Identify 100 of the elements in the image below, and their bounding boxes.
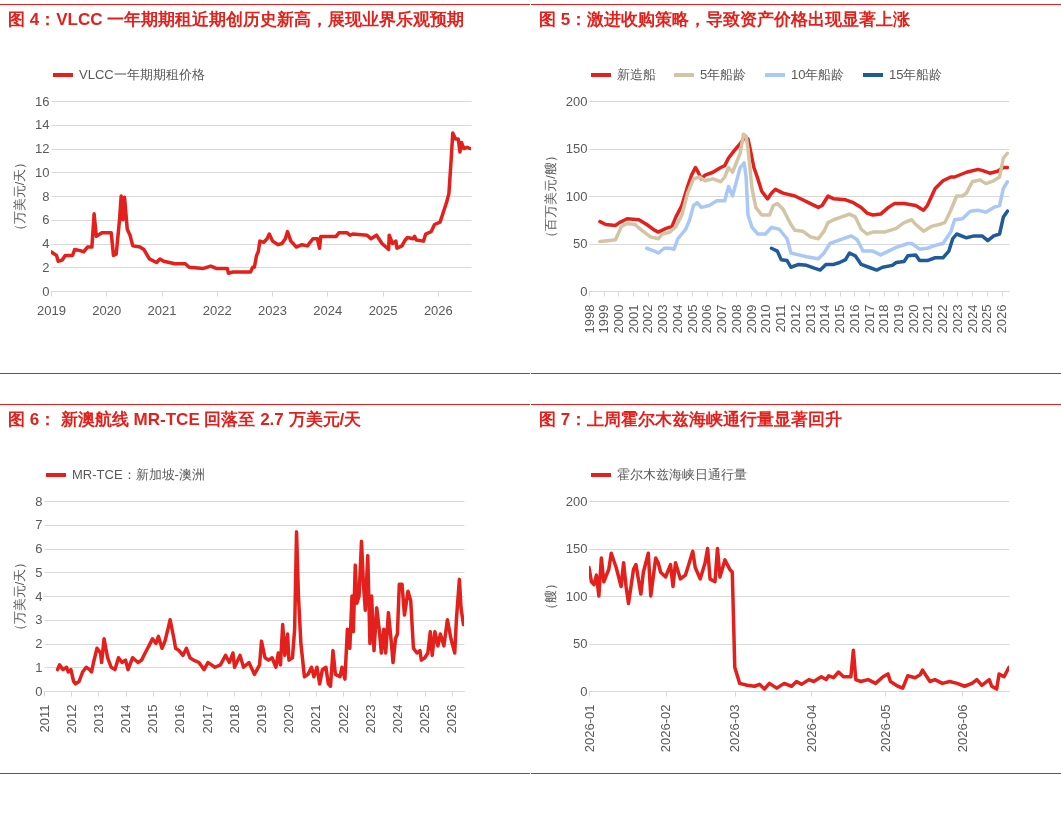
x-tick-label: 2024 (313, 302, 343, 318)
legend-label: 5年船龄 (700, 67, 747, 82)
x-tick-label: 1999 (596, 304, 612, 334)
line-series (769, 209, 1009, 272)
y-tick-label: 7 (35, 517, 43, 533)
y-axis-title: （百万美元/艘） (542, 149, 558, 244)
x-tick-label: 2006 (699, 304, 715, 334)
x-tick-label: 2025 (979, 304, 995, 334)
y-tick-label: 150 (565, 541, 588, 556)
x-tick-label: 2017 (199, 704, 215, 734)
y-tick-label: 200 (565, 493, 588, 509)
x-tick-label: 2020 (281, 704, 297, 734)
x-tick-label: 2007 (714, 304, 730, 334)
x-tick-label: 2026-04 (803, 704, 819, 753)
x-tick-label: 2023 (949, 304, 965, 334)
y-axis-title: （万美元/天） (12, 155, 28, 238)
x-tick-label: 2004 (669, 304, 685, 334)
x-tick-label: 2013 (802, 304, 818, 334)
x-tick-label: 2000 (610, 304, 626, 334)
y-tick-label: 0 (35, 683, 43, 699)
x-tick-label: 2002 (640, 304, 656, 334)
x-tick-label: 2008 (728, 304, 744, 334)
y-axis-title: （万美元/天） (12, 555, 28, 638)
line-series (645, 161, 1009, 261)
x-tick-label: 2026-06 (954, 704, 970, 753)
x-tick-label: 2003 (655, 304, 671, 334)
line-series (55, 530, 464, 688)
y-tick-label: 0 (42, 283, 50, 299)
x-tick-label: 2012 (63, 704, 79, 734)
y-tick-label: 8 (35, 493, 43, 509)
legend-label: 新造船 (617, 67, 656, 82)
y-tick-label: 5 (35, 564, 43, 580)
x-tick-label: 2025 (368, 302, 398, 318)
x-tick-label: 2011 (773, 304, 789, 333)
chart-title: 图 6： 新澳航线 MR-TCE 回落至 2.7 万美元/天 (8, 409, 363, 431)
x-tick-label: 2014 (118, 704, 134, 734)
y-tick-label: 0 (580, 283, 588, 299)
x-tick-label: 2024 (389, 704, 405, 734)
y-tick-label: 12 (35, 141, 50, 156)
y-tick-label: 10 (35, 164, 50, 180)
y-tick-label: 6 (42, 212, 50, 228)
y-tick-label: 150 (565, 141, 588, 156)
legend-label: 15年船龄 (889, 67, 943, 82)
y-tick-label: 8 (42, 188, 50, 204)
x-tick-label: 2021 (920, 304, 936, 334)
x-tick-label: 2018 (226, 704, 242, 734)
x-tick-label: 2015 (145, 704, 161, 734)
y-tick-label: 100 (565, 188, 588, 204)
x-tick-label: 2026-02 (658, 704, 674, 753)
y-tick-label: 14 (35, 117, 50, 133)
line-series (51, 131, 471, 275)
x-tick-label: 2017 (861, 304, 877, 334)
x-tick-label: 2026 (423, 302, 453, 318)
y-tick-label: 50 (573, 636, 588, 651)
y-tick-label: 6 (35, 541, 43, 556)
x-tick-label: 2026-05 (877, 704, 893, 753)
x-tick-label: 2019 (890, 304, 906, 334)
x-tick-label: 2026-03 (727, 704, 743, 753)
x-tick-label: 2016 (172, 704, 188, 734)
y-tick-label: 16 (35, 93, 50, 109)
x-tick-label: 2020 (92, 302, 122, 318)
x-tick-label: 2014 (817, 304, 833, 334)
x-tick-label: 2016 (846, 304, 862, 334)
x-tick-label: 2012 (787, 304, 803, 334)
y-tick-label: 2 (35, 636, 43, 651)
legend-label: MR-TCE：新加坡-澳洲 (72, 467, 205, 482)
x-tick-label: 2009 (743, 304, 759, 334)
x-tick-label: 2022 (335, 704, 351, 734)
x-tick-label: 2025 (417, 704, 433, 734)
x-tick-label: 2010 (758, 304, 774, 334)
x-tick-label: 2021 (308, 704, 324, 734)
y-axis-title: （艘） (542, 577, 558, 616)
chart-title: 图 5：激进收购策略，导致资产价格出现显著上涨 (539, 9, 912, 31)
y-tick-label: 3 (35, 612, 43, 628)
x-tick-label: 2023 (362, 704, 378, 734)
line-series (589, 546, 1009, 691)
x-tick-label: 2021 (147, 302, 177, 318)
chart-title: 图 7：上周霍尔木兹海峡通行量显著回升 (539, 409, 844, 431)
x-tick-label: 2005 (684, 304, 700, 334)
y-tick-label: 4 (35, 588, 43, 604)
x-tick-label: 2022 (935, 304, 951, 334)
y-tick-label: 1 (35, 659, 43, 675)
x-tick-label: 2018 (876, 304, 892, 334)
x-tick-label: 2022 (202, 302, 232, 318)
x-tick-label: 2023 (258, 302, 288, 318)
legend-label: VLCC一年期期租价格 (79, 67, 205, 82)
x-tick-label: 2026-01 (581, 704, 597, 753)
y-tick-label: 2 (42, 259, 50, 275)
y-tick-label: 0 (580, 683, 588, 699)
x-tick-label: 2019 (253, 704, 269, 734)
x-tick-label: 2024 (964, 304, 980, 334)
x-tick-label: 2015 (832, 304, 848, 334)
x-tick-label: 2019 (37, 302, 66, 318)
x-tick-label: 2011 (36, 704, 52, 733)
y-tick-label: 200 (565, 93, 588, 109)
x-tick-label: 2001 (625, 304, 641, 334)
x-tick-label: 2026 (994, 304, 1010, 334)
y-tick-label: 50 (573, 236, 588, 251)
legend-label: 10年船龄 (791, 67, 845, 82)
y-tick-label: 100 (565, 588, 588, 604)
